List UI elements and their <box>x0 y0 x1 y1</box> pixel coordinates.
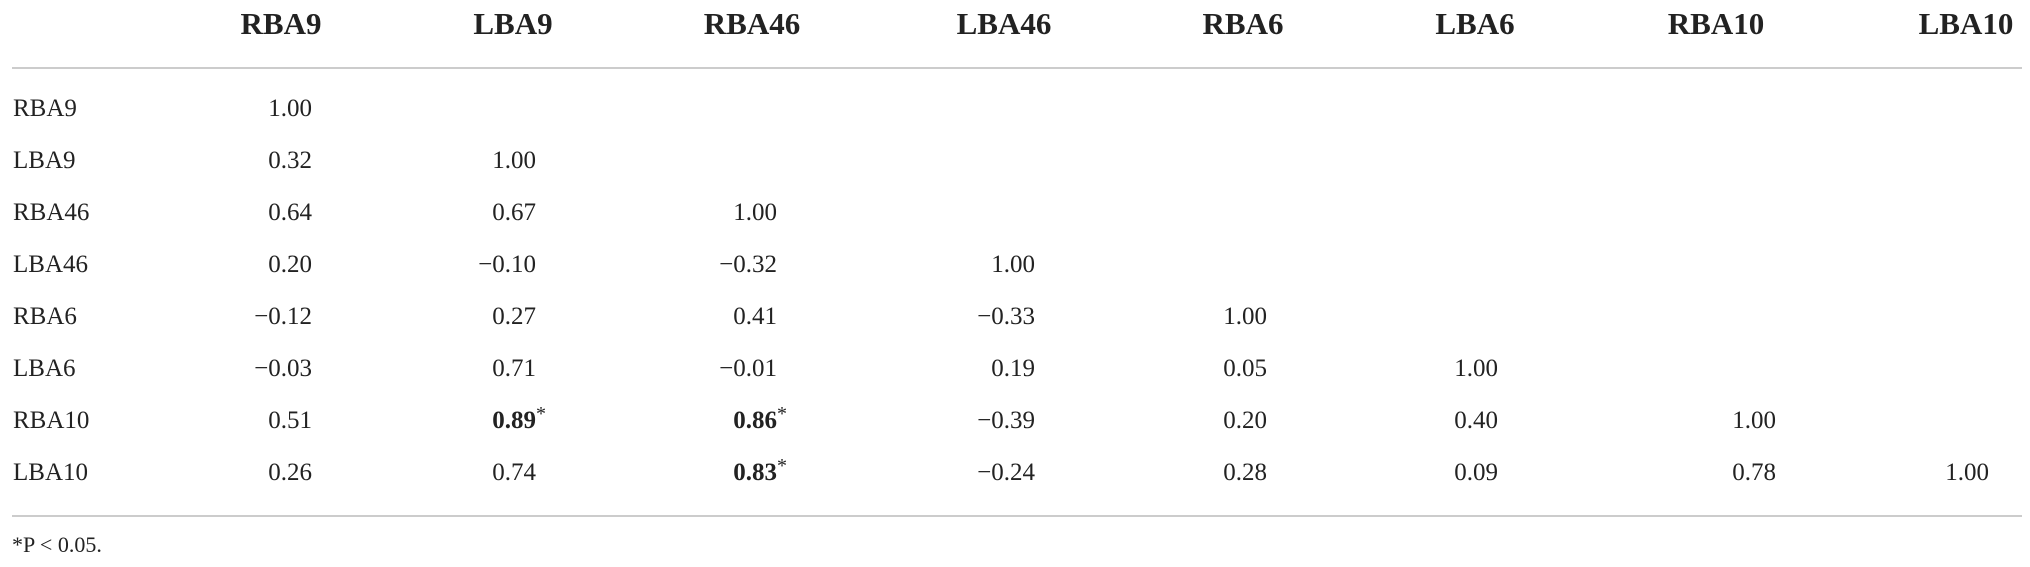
column-header: RBA10 <box>1667 6 1765 41</box>
cell-value: 0.78 <box>1732 459 1776 486</box>
column-header: LBA6 <box>1435 6 1515 41</box>
row-label: LBA6 <box>13 355 76 382</box>
bottom-rule <box>12 515 2022 517</box>
cell-value: 0.19 <box>991 355 1035 382</box>
cell-value: −0.10 <box>478 251 536 278</box>
column-header: LBA10 <box>1918 6 2014 41</box>
cell-value: 0.64 <box>268 199 312 226</box>
cell-value: −0.32 <box>719 251 777 278</box>
significance-mark: * <box>777 455 787 477</box>
cell-value: 0.83 * <box>733 455 787 487</box>
cell-value: 0.71 <box>492 355 536 382</box>
cell-value: 1.00 <box>733 199 777 226</box>
cell-value: 0.27 <box>492 303 536 330</box>
row-label: LBA10 <box>13 459 88 486</box>
cell-value: 1.00 <box>268 95 312 122</box>
cell-value: −0.01 <box>719 355 777 382</box>
cell-value: 0.41 <box>733 303 777 330</box>
significant-value: 0.83 <box>733 459 777 486</box>
significant-value: 0.89 <box>492 407 536 434</box>
cell-value: 0.09 <box>1454 459 1498 486</box>
cell-value: −0.12 <box>254 303 312 330</box>
column-header: RBA6 <box>1202 6 1284 41</box>
cell-value: −0.24 <box>977 459 1035 486</box>
cell-value: 0.51 <box>268 407 312 434</box>
cell-value: −0.39 <box>977 407 1035 434</box>
column-header: LBA9 <box>473 6 553 41</box>
cell-value: 0.89 * <box>492 403 546 435</box>
cell-value: −0.03 <box>254 355 312 382</box>
column-header: RBA9 <box>240 6 322 41</box>
significant-value: 0.86 <box>733 407 777 434</box>
cell-value: 0.05 <box>1223 355 1267 382</box>
cell-value: 0.67 <box>492 199 536 226</box>
cell-value: 0.20 <box>268 251 312 278</box>
row-label: RBA6 <box>13 303 77 330</box>
header-rule <box>12 67 2022 69</box>
cell-value: 0.40 <box>1454 407 1498 434</box>
footnote: *P < 0.05. <box>12 532 102 557</box>
cell-value: 1.00 <box>1732 407 1776 434</box>
cell-value: 0.28 <box>1223 459 1267 486</box>
row-label: RBA10 <box>13 407 90 434</box>
cell-value: 1.00 <box>991 251 1035 278</box>
row-label: LBA9 <box>13 147 76 174</box>
row-label: LBA46 <box>13 251 88 278</box>
cell-value: 0.32 <box>268 147 312 174</box>
cell-value: 1.00 <box>1945 459 1989 486</box>
significance-mark: * <box>536 403 546 425</box>
significance-mark: * <box>777 403 787 425</box>
cell-value: 0.20 <box>1223 407 1267 434</box>
cell-value: 0.86 * <box>733 403 787 435</box>
row-label: RBA9 <box>13 95 77 122</box>
cell-value: 1.00 <box>492 147 536 174</box>
cell-value: 1.00 <box>1454 355 1498 382</box>
cell-value: 0.26 <box>268 459 312 486</box>
cell-value: 1.00 <box>1223 303 1267 330</box>
column-header: LBA46 <box>956 6 1052 41</box>
row-label: RBA46 <box>13 199 90 226</box>
column-header: RBA46 <box>703 6 801 41</box>
cell-value: 0.74 <box>492 459 536 486</box>
cell-value: −0.33 <box>977 303 1035 330</box>
